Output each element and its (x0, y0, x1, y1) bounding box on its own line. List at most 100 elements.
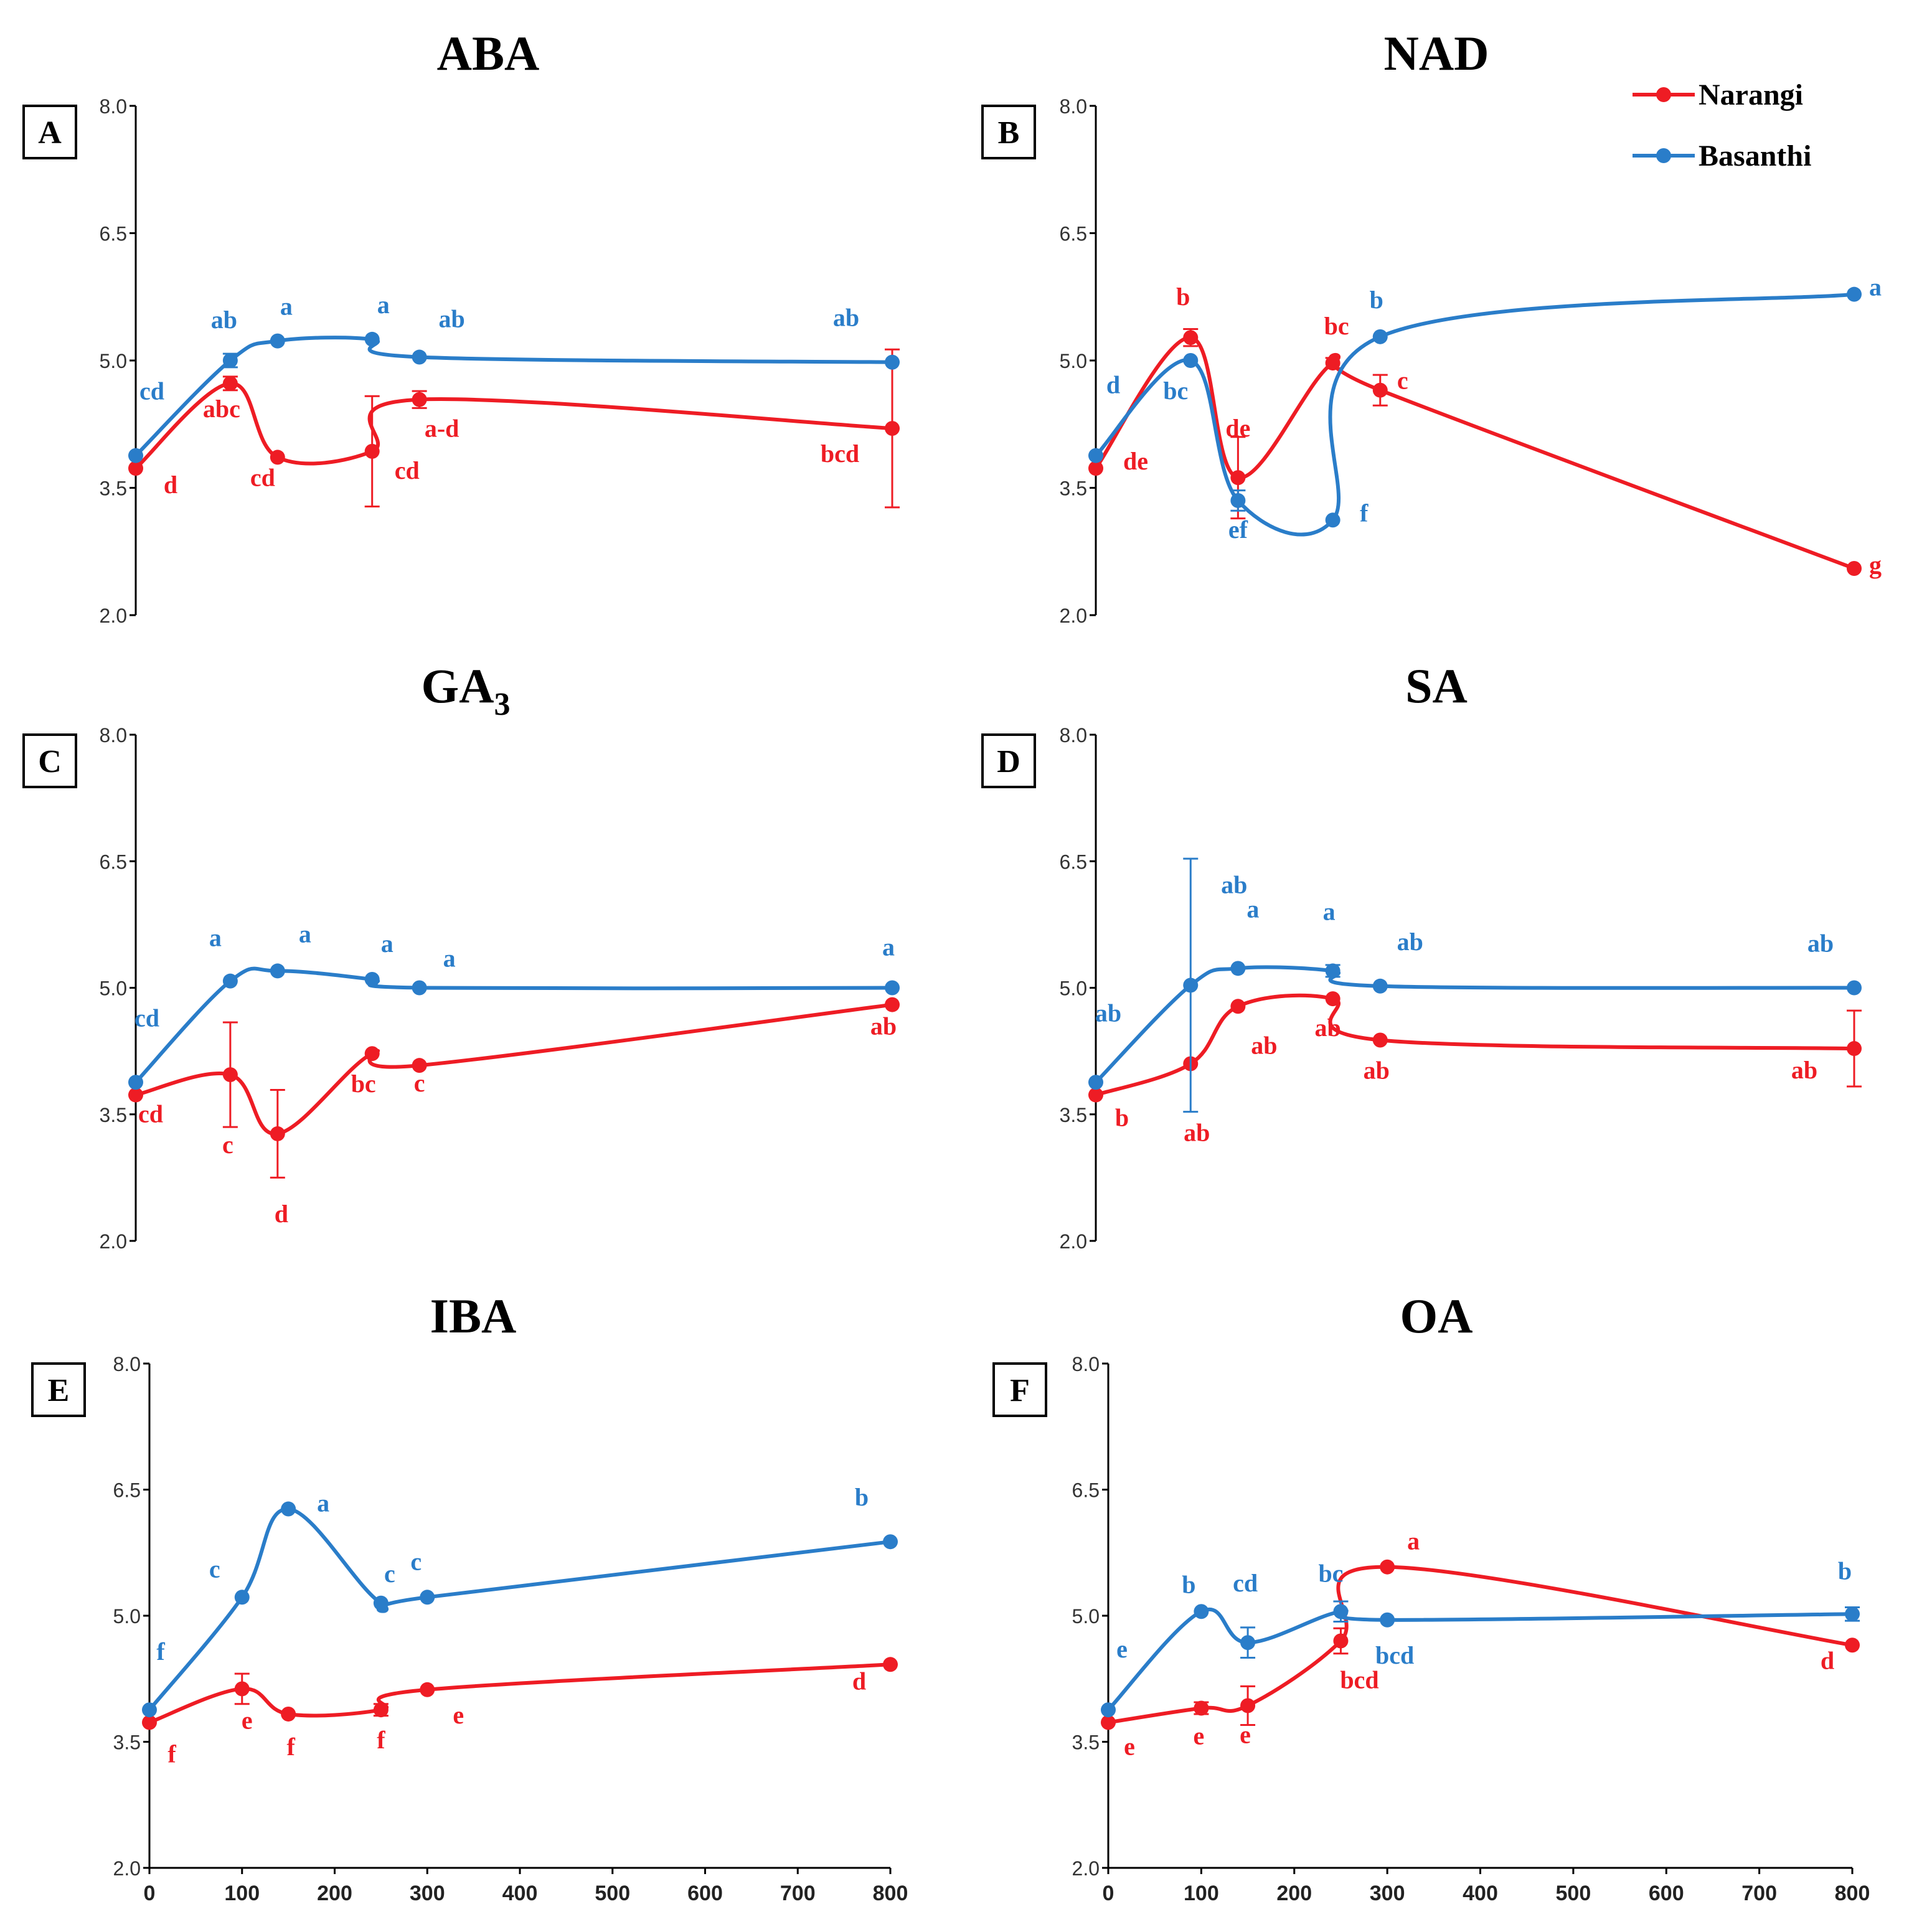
series-line-basanthi (1094, 292, 1856, 537)
significance-label-narangi: ab (1791, 1056, 1817, 1084)
significance-label-narangi: f (167, 1740, 176, 1768)
point-narangi (270, 1126, 285, 1141)
legend-marker-narangi (1656, 87, 1671, 102)
significance-label-narangi: f (286, 1733, 295, 1761)
y-tick-label: 3.5 (113, 1732, 141, 1754)
significance-label-basanthi: a (1323, 897, 1336, 925)
point-basanthi (1230, 961, 1246, 976)
point-narangi (412, 392, 427, 407)
y-tick-label: 3.5 (1060, 478, 1087, 500)
x-tick-label: 0 (1103, 1882, 1114, 1905)
significance-label-basanthi: ab (833, 304, 859, 332)
significance-label-narangi: b (1115, 1104, 1129, 1132)
point-basanthi (1230, 492, 1246, 508)
point-narangi (128, 1087, 143, 1103)
significance-label-narangi: cd (138, 1100, 163, 1128)
point-basanthi (222, 973, 238, 989)
y-tick-label: 6.5 (1072, 1479, 1100, 1502)
significance-label-narangi: e (242, 1706, 253, 1734)
significance-label-basanthi: a (882, 933, 895, 961)
y-tick-label: 5.0 (113, 1605, 141, 1628)
point-narangi (1372, 382, 1388, 398)
point-basanthi (222, 353, 238, 368)
significance-label-basanthi: a (209, 924, 222, 952)
point-basanthi (412, 349, 427, 365)
significance-label-basanthi: f (156, 1637, 165, 1666)
y-tick-label: 2.0 (1060, 1230, 1087, 1253)
x-tick-label: 300 (1370, 1882, 1405, 1905)
significance-label-narangi: a (1407, 1527, 1420, 1555)
panel-d-letter: D (997, 744, 1020, 780)
significance-label-narangi: ab (1184, 1118, 1210, 1146)
panel-e: IBA E 8.0 6.5 5.0 3.5 2.00 100 200 300 400 500 600 70… (31, 1289, 908, 1905)
x-tick-label: 400 (1463, 1882, 1498, 1905)
significance-label-narangi: abc (203, 395, 240, 423)
legend: Narangi Basanthi (1633, 78, 1811, 172)
series-line-narangi (1094, 993, 1856, 1097)
point-basanthi (1372, 329, 1388, 344)
y-tick-label: 8.0 (1060, 95, 1087, 118)
significance-label-basanthi: a (280, 293, 293, 321)
point-basanthi (1088, 448, 1103, 463)
point-narangi (1333, 1633, 1349, 1649)
x-tick-label: 700 (1741, 1882, 1777, 1905)
significance-label-basanthi: bcd (1375, 1641, 1414, 1669)
point-narangi (1230, 470, 1246, 486)
point-narangi (885, 997, 900, 1012)
significance-label-basanthi: c (209, 1555, 220, 1583)
series-line-narangi (1106, 1565, 1854, 1725)
y-tick-label: 8.0 (1072, 1353, 1100, 1375)
series-line-narangi (148, 1662, 892, 1725)
x-tick-label: 600 (687, 1882, 723, 1905)
point-narangi (1380, 1559, 1395, 1575)
significance-label-basanthi: ab (211, 306, 237, 334)
point-basanthi (1325, 512, 1341, 528)
panel-b: NAD B 8.0 6.5 5.0 3.5 2.0 de b de bc c g d bc ef f b a (981, 26, 1882, 627)
significance-label-basanthi: b (1370, 286, 1383, 314)
y-tick-label: 6.5 (100, 223, 127, 245)
point-basanthi (270, 963, 285, 979)
panel-f-letter: F (1010, 1373, 1030, 1408)
panel-e-letter-box (31, 1362, 86, 1417)
y-tick-label: 5.0 (1060, 350, 1087, 372)
series-line-narangi (134, 381, 894, 471)
significance-label-narangi: a-d (425, 415, 459, 443)
y-tick-label: 6.5 (100, 851, 127, 873)
significance-label-narangi: e (1124, 1732, 1135, 1760)
x-tick-label: 400 (502, 1882, 538, 1905)
significance-label-narangi: e (1193, 1722, 1204, 1750)
significance-label-narangi: f (377, 1726, 385, 1754)
point-narangi (142, 1715, 157, 1730)
significance-label-basanthi: cd (139, 377, 164, 405)
significance-label-narangi: ab (1315, 1014, 1341, 1042)
y-tick-label: 2.0 (1072, 1857, 1100, 1880)
significance-label-narangi: bcd (821, 440, 859, 468)
x-tick-label: 200 (317, 1882, 352, 1905)
point-basanthi (1847, 286, 1862, 302)
point-basanthi (1101, 1702, 1116, 1718)
point-narangi (364, 443, 380, 459)
point-basanthi (420, 1590, 435, 1605)
panel-c-title: GA3 (422, 659, 511, 722)
point-basanthi (885, 980, 900, 996)
x-tick-label: 500 (1556, 1882, 1591, 1905)
significance-label-narangi: de (1123, 447, 1148, 475)
significance-label-narangi: ab (1251, 1031, 1277, 1059)
panel-c-letter-box (22, 733, 77, 788)
panel-f: OA F 8.0 6.5 5.0 3.5 2.00 100 200 300 400 500 600 700… (992, 1289, 1870, 1905)
point-basanthi (1240, 1635, 1256, 1651)
significance-label-narangi: bc (351, 1070, 376, 1098)
significance-label-narangi: b (1176, 283, 1190, 311)
significance-label-basanthi: ab (439, 305, 465, 333)
panel-a-letter: A (38, 115, 62, 151)
point-basanthi (1183, 978, 1199, 993)
significance-label-basanthi: b (1182, 1570, 1195, 1598)
series-line-basanthi (134, 966, 894, 1085)
significance-label-basanthi: bc (1163, 377, 1188, 405)
point-narangi (1088, 1087, 1103, 1103)
point-narangi (1194, 1700, 1209, 1716)
